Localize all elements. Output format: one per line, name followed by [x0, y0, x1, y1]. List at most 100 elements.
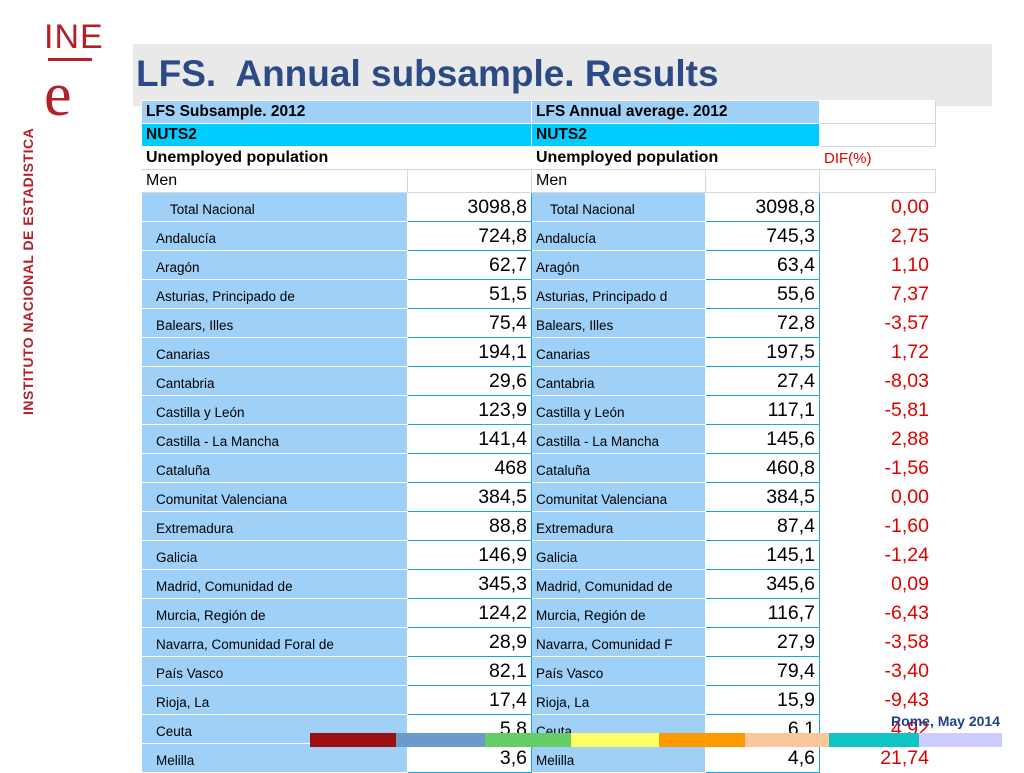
dif-percent: 1,72 [819, 337, 936, 367]
dif-percent: 1,10 [819, 250, 936, 280]
annual-value: 87,4 [705, 511, 820, 541]
annual-value: 27,4 [705, 366, 820, 396]
region-name-annual: Rioja, La [531, 685, 706, 715]
subsample-value: 123,9 [407, 395, 532, 425]
region-name-annual: Galicia [531, 540, 706, 570]
dif-header-blank [819, 100, 936, 124]
logo-bar [48, 58, 92, 61]
region-name: Aragón [141, 250, 408, 280]
subsample-value: 141,4 [407, 424, 532, 454]
dif-column-header: DIF(%) [819, 146, 936, 170]
left-sex-blank [407, 169, 532, 193]
subsample-value: 194,1 [407, 337, 532, 367]
annual-value: 55,6 [705, 279, 820, 309]
strip-segment [485, 733, 571, 747]
region-name: Cataluña [141, 453, 408, 483]
strip-segment [659, 733, 745, 747]
dif-percent: -1,60 [819, 511, 936, 541]
table-row: Balears, Illes 75,4 Balears, Illes 72,8 -3,5… [141, 308, 936, 338]
table-row: Canarias 194,1 Canarias 197,5 1,72 [141, 337, 936, 367]
annual-value: 197,5 [705, 337, 820, 367]
region-name: Balears, Illes [141, 308, 408, 338]
subsample-value: 28,9 [407, 627, 532, 657]
annual-value: 384,5 [705, 482, 820, 512]
table-row: Castilla y León 123,9 Castilla y León 117,1… [141, 395, 936, 425]
region-name: Melilla [141, 743, 408, 773]
annual-value: 745,3 [705, 221, 820, 251]
region-name-annual: Andalucía [531, 221, 706, 251]
region-name: Castilla y León [141, 395, 408, 425]
left-header-title: LFS Subsample. 2012 [141, 100, 532, 124]
annual-value: 145,1 [705, 540, 820, 570]
region-name: Cantabria [141, 366, 408, 396]
dif-percent: 0,00 [819, 482, 936, 512]
dif-percent: -1,24 [819, 540, 936, 570]
dif-percent: 2,88 [819, 424, 936, 454]
dif-percent: 0,09 [819, 569, 936, 599]
region-name: País Vasco [141, 656, 408, 686]
annual-value: 3098,8 [705, 192, 820, 222]
table-row: Galicia 146,9 Galicia 145,1 -1,24 [141, 540, 936, 570]
subsample-value: 82,1 [407, 656, 532, 686]
region-name-annual: Navarra, Comunidad F [531, 627, 706, 657]
table-row: Cataluña 468 Cataluña 460,8 -1,56 [141, 453, 936, 483]
strip-segment [829, 733, 919, 747]
annual-value: 15,9 [705, 685, 820, 715]
strip-segment [745, 733, 829, 747]
strip-segment [571, 733, 659, 747]
region-name: Madrid, Comunidad de [141, 569, 408, 599]
footer-location-date: Rome, May 2014 [891, 713, 1000, 729]
region-name: Andalucía [141, 221, 408, 251]
region-name-annual: Extremadura [531, 511, 706, 541]
table-row: Comunitat Valenciana 384,5 Comunitat Valen… [141, 482, 936, 512]
table-row: Total Nacional 3098,8 Total Nacional 3098,8… [141, 192, 936, 222]
table-row: Aragón 62,7 Aragón 63,4 1,10 [141, 250, 936, 280]
right-header-title: LFS Annual average. 2012 [531, 100, 820, 124]
region-name: Total Nacional [141, 192, 408, 222]
region-name: Rioja, La [141, 685, 408, 715]
left-population-label: Unemployed population [141, 146, 532, 170]
annual-value: 460,8 [705, 453, 820, 483]
table-row: Cantabria 29,6 Cantabria 27,4 -8,03 [141, 366, 936, 396]
right-population-label: Unemployed population [531, 146, 820, 170]
region-name-annual: Murcia, Región de [531, 598, 706, 628]
logo-e: e [44, 61, 72, 129]
subsample-value: 384,5 [407, 482, 532, 512]
dif-percent: -5,81 [819, 395, 936, 425]
annual-value: 345,6 [705, 569, 820, 599]
ine-logo: INE e [40, 14, 103, 129]
dif-sex-blank [819, 169, 936, 193]
table-row: Asturias, Principado de 51,5 Asturias, Pri… [141, 279, 936, 309]
annual-value: 4,6 [705, 743, 820, 773]
region-name-annual: Cataluña [531, 453, 706, 483]
title-banner [133, 44, 992, 106]
table-row: Rioja, La 17,4 Rioja, La 15,9 -9,43 [141, 685, 936, 715]
table-row: Melilla 3,6 Melilla 4,6 21,74 [141, 743, 936, 773]
dif-percent: -9,43 [819, 685, 936, 715]
region-name-annual: Balears, Illes [531, 308, 706, 338]
dif-percent: 21,74 [819, 743, 936, 773]
dif-percent: -3,40 [819, 656, 936, 686]
dif-percent: -3,58 [819, 627, 936, 657]
subsample-value: 724,8 [407, 221, 532, 251]
region-name-annual: Aragón [531, 250, 706, 280]
subsample-value: 468 [407, 453, 532, 483]
right-sex-label: Men [531, 169, 706, 193]
annual-value: 27,9 [705, 627, 820, 657]
region-name: Canarias [141, 337, 408, 367]
region-name-annual: Madrid, Comunidad de [531, 569, 706, 599]
subsample-value: 345,3 [407, 569, 532, 599]
results-table-wrapper: LFS Subsample. 2012 LFS Annual average. … [141, 100, 936, 773]
dif-percent: -6,43 [819, 598, 936, 628]
right-sex-blank [705, 169, 820, 193]
subsample-value: 29,6 [407, 366, 532, 396]
region-name: Galicia [141, 540, 408, 570]
table-row: País Vasco 82,1 País Vasco 79,4 -3,40 [141, 656, 936, 686]
table-row: Murcia, Región de 124,2 Murcia, Región de 1… [141, 598, 936, 628]
subsample-value: 75,4 [407, 308, 532, 338]
dif-percent: -3,57 [819, 308, 936, 338]
region-name-annual: Canarias [531, 337, 706, 367]
dif-percent: 2,75 [819, 221, 936, 251]
region-name-annual: Total Nacional [531, 192, 706, 222]
annual-value: 117,1 [705, 395, 820, 425]
